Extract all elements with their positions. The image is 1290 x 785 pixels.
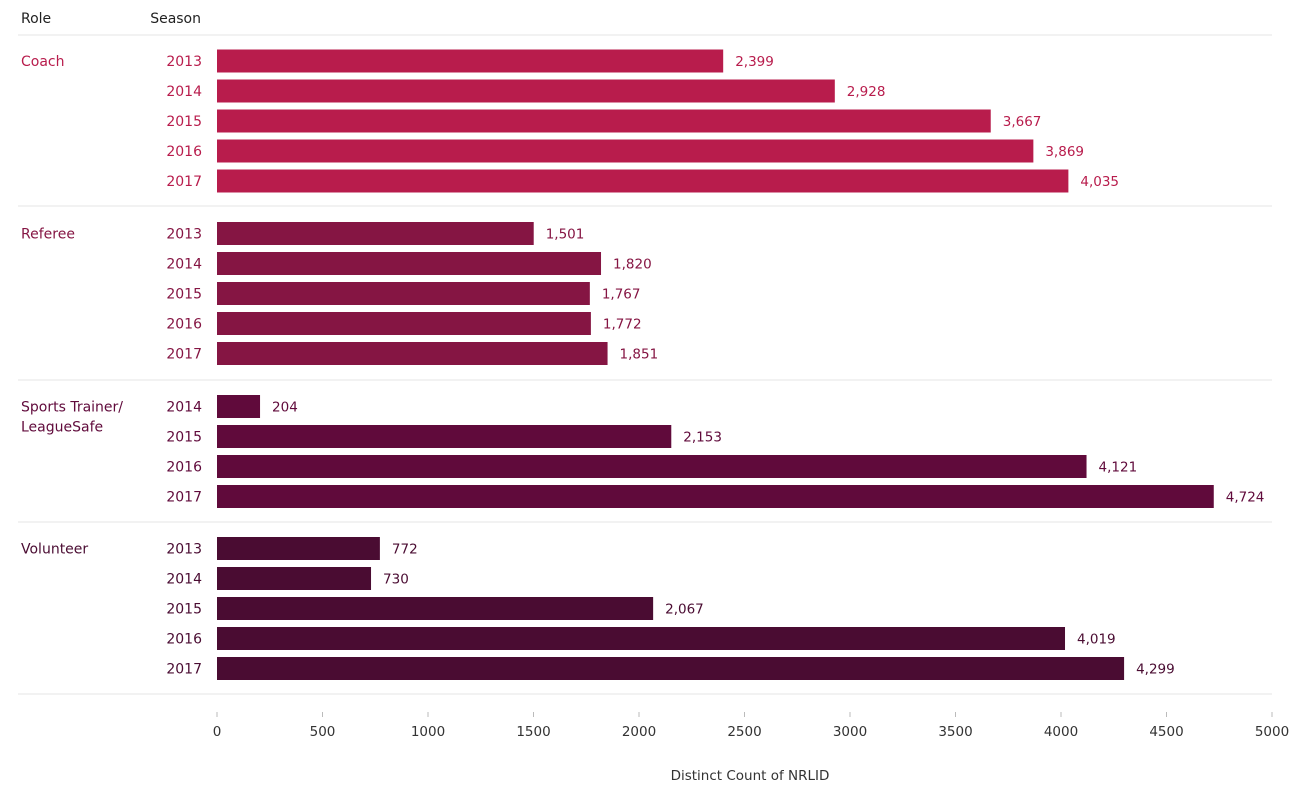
x-axis: 0 500 1000 1500 2000 2500 3000 3500 4000 4500 5000 xyxy=(213,712,1289,740)
bar[interactable] xyxy=(217,657,1125,680)
bar[interactable] xyxy=(217,567,372,590)
x-tick-label: 0 xyxy=(213,724,222,740)
season-label: 2017 xyxy=(166,662,202,678)
season-label: 2015 xyxy=(166,114,202,130)
value-label: 730 xyxy=(383,572,409,588)
value-label: 4,299 xyxy=(1136,662,1175,678)
value-label: 4,035 xyxy=(1080,174,1119,190)
role-label: Sports Trainer/ xyxy=(21,400,123,416)
value-label: 1,501 xyxy=(546,227,585,243)
bar[interactable] xyxy=(217,139,1034,163)
bar[interactable] xyxy=(217,627,1066,650)
season-label: 2015 xyxy=(166,602,202,618)
season-label: 2017 xyxy=(166,490,202,506)
bar[interactable] xyxy=(217,597,654,620)
season-label: 2016 xyxy=(166,317,202,333)
bar[interactable] xyxy=(217,252,602,275)
bar[interactable] xyxy=(217,312,591,335)
x-tick-label: 500 xyxy=(310,724,336,740)
role-column-header: Role xyxy=(21,11,51,27)
value-label: 2,067 xyxy=(665,602,704,618)
season-label: 2013 xyxy=(166,227,202,243)
value-label: 4,121 xyxy=(1099,460,1138,476)
bar[interactable] xyxy=(217,455,1087,478)
x-tick-label: 1000 xyxy=(411,724,445,740)
role-label: LeagueSafe xyxy=(21,420,103,436)
x-tick-label: 3500 xyxy=(938,724,972,740)
season-label: 2016 xyxy=(166,144,202,160)
bar[interactable] xyxy=(217,485,1214,508)
value-label: 3,667 xyxy=(1003,114,1042,130)
season-label: 2016 xyxy=(166,460,202,476)
bar[interactable] xyxy=(217,49,724,73)
value-label: 2,153 xyxy=(683,430,722,446)
role-label: Referee xyxy=(21,227,75,243)
role-label: Volunteer xyxy=(21,542,88,558)
value-label: 1,772 xyxy=(603,317,642,333)
x-axis-title: Distinct Count of NRLID xyxy=(671,768,830,784)
bar[interactable] xyxy=(217,537,380,560)
x-tick-label: 5000 xyxy=(1255,724,1289,740)
season-label: 2017 xyxy=(166,174,202,190)
value-label: 3,869 xyxy=(1045,144,1084,160)
value-label: 1,851 xyxy=(620,347,659,363)
season-label: 2013 xyxy=(166,542,202,558)
bars-layer: Coach 2013 2,399 2014 2,928 2015 3,667 2016 3,86… xyxy=(18,34,1272,695)
value-label: 2,928 xyxy=(847,84,886,100)
bar[interactable] xyxy=(217,169,1069,193)
value-label: 1,767 xyxy=(602,287,641,303)
bar[interactable] xyxy=(217,222,534,245)
value-label: 4,724 xyxy=(1226,490,1265,506)
season-label: 2014 xyxy=(166,400,202,416)
season-label: 2014 xyxy=(166,84,202,100)
x-tick-label: 2000 xyxy=(622,724,656,740)
season-label: 2014 xyxy=(166,572,202,588)
bar[interactable] xyxy=(217,342,608,365)
x-tick-label: 2500 xyxy=(727,724,761,740)
season-column-header: Season xyxy=(150,11,201,27)
season-label: 2015 xyxy=(166,287,202,303)
season-label: 2017 xyxy=(166,347,202,363)
value-label: 772 xyxy=(392,542,418,558)
x-tick-label: 1500 xyxy=(516,724,550,740)
bar[interactable] xyxy=(217,425,672,448)
value-label: 4,019 xyxy=(1077,632,1116,648)
bar[interactable] xyxy=(217,282,590,305)
x-tick-label: 3000 xyxy=(833,724,867,740)
value-label: 2,399 xyxy=(735,54,774,70)
season-label: 2013 xyxy=(166,54,202,70)
role-label: Coach xyxy=(21,54,65,70)
season-label: 2016 xyxy=(166,632,202,648)
x-tick-label: 4000 xyxy=(1044,724,1078,740)
bar[interactable] xyxy=(217,109,991,133)
bar[interactable] xyxy=(217,79,835,103)
season-label: 2015 xyxy=(166,430,202,446)
season-label: 2014 xyxy=(166,257,202,273)
bar[interactable] xyxy=(217,395,261,418)
value-label: 1,820 xyxy=(613,257,652,273)
x-tick-label: 4500 xyxy=(1149,724,1183,740)
value-label: 204 xyxy=(272,400,298,416)
